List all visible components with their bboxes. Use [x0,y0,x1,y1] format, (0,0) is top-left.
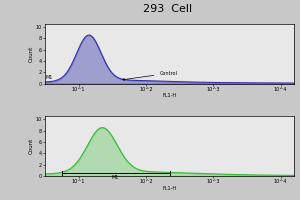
Y-axis label: Count: Count [29,46,34,62]
Y-axis label: Count: Count [29,138,34,154]
Text: 293  Cell: 293 Cell [143,4,193,14]
X-axis label: FL1-H: FL1-H [162,186,177,191]
Text: M1: M1 [112,175,119,180]
Text: M1: M1 [45,75,52,80]
Text: Control: Control [122,71,177,80]
X-axis label: FL1-H: FL1-H [162,93,177,98]
